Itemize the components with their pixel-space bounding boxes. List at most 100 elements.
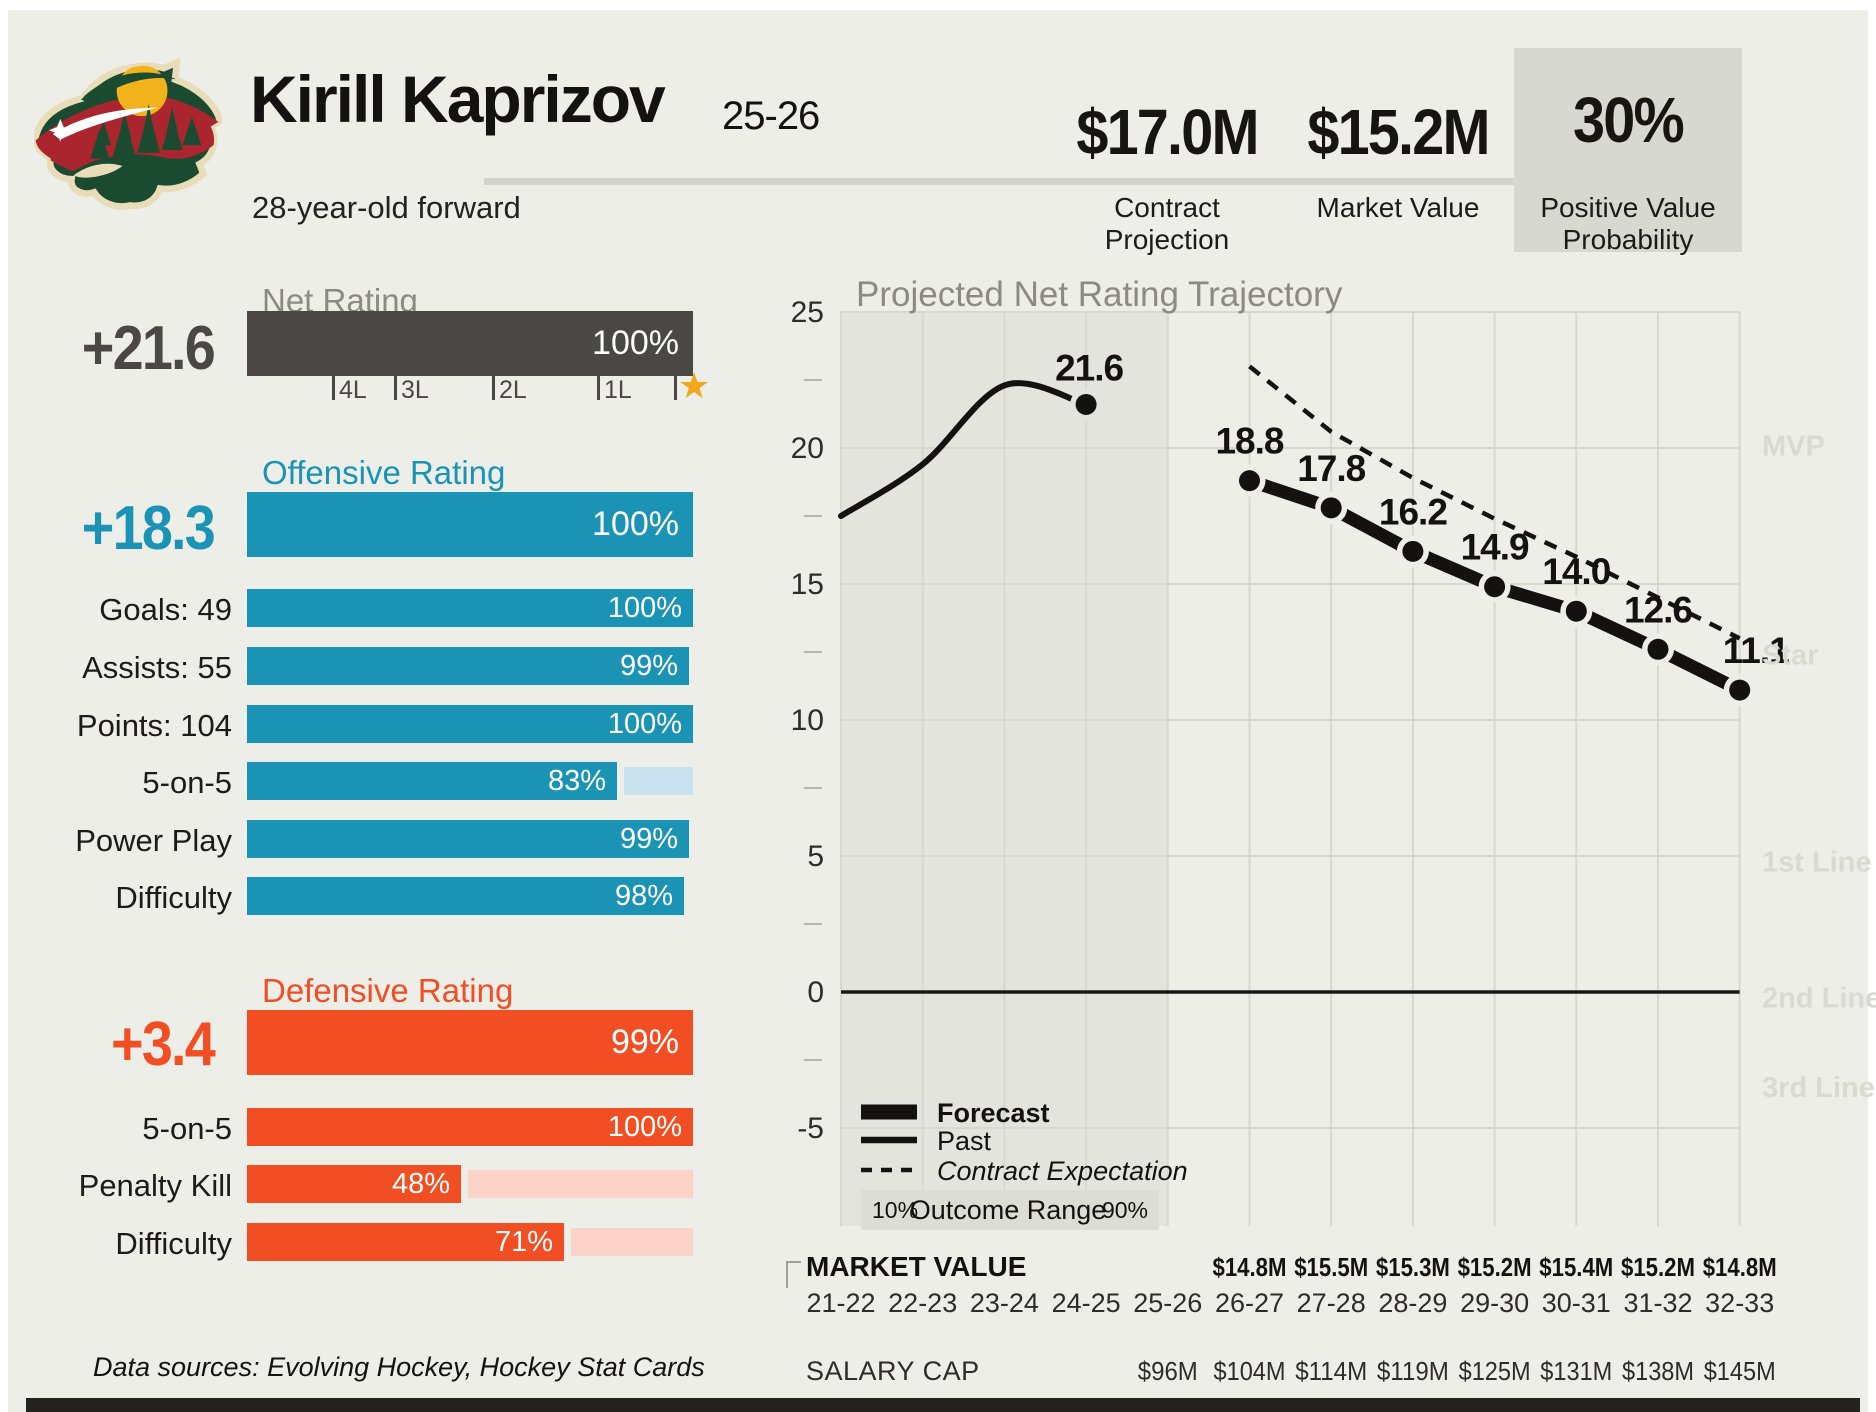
salary-cap-cell: $114M <box>1295 1356 1367 1386</box>
tier-label: 2nd Line <box>1762 982 1876 1014</box>
forecast-point <box>1647 638 1669 660</box>
market-value-value: $15.2M <box>1307 96 1490 168</box>
market-value-cell: $15.2M <box>1458 1252 1532 1282</box>
forecast-point <box>1729 679 1751 701</box>
salary-cap-cell: $119M <box>1377 1356 1449 1386</box>
stat-bar-fill: 100% <box>247 1108 693 1146</box>
tier-label: Star <box>1762 640 1818 672</box>
chart-title: Projected Net Rating Trajectory <box>856 275 1343 314</box>
season-label: 24-25 <box>1052 1288 1121 1318</box>
defensive-rating-percentile: 99% <box>610 1023 679 1061</box>
net-rating-percentile: 100% <box>592 324 679 362</box>
forecast-value-label: 12.6 <box>1624 589 1692 630</box>
positive-value-probability-label: Positive Value Probability <box>1514 192 1742 256</box>
tier-label: 3rd Line <box>1762 1072 1875 1104</box>
forecast-value-label: 14.9 <box>1461 527 1529 568</box>
salary-cap-cell: $96M <box>1138 1356 1198 1386</box>
past-value-label: 21.6 <box>1055 347 1123 388</box>
y-axis-tick-label: 15 <box>791 568 824 601</box>
salary-cap-cell: $145M <box>1704 1356 1776 1386</box>
contract-label-line2: Projection <box>1104 224 1230 255</box>
stat-bar-fill: 100% <box>247 705 693 743</box>
probability-label-line2: Probability <box>1562 224 1694 255</box>
stat-row: Assists: 55 99% <box>0 647 720 685</box>
header-divider <box>484 178 1514 185</box>
stat-bar-track <box>624 767 693 795</box>
forecast-value-label: 11.1 <box>1723 630 1789 671</box>
contract-label-line1: Contract <box>1114 192 1220 223</box>
contract-expectation-line <box>1248 364 1741 641</box>
stat-row: Difficulty 71% <box>0 1223 720 1261</box>
salary-cap-cell: $125M <box>1459 1356 1531 1386</box>
scale-tick-label: 1L <box>604 376 632 404</box>
y-axis-tick-label: 20 <box>791 432 824 465</box>
forecast-point <box>1565 600 1587 622</box>
season-label: 28-29 <box>1378 1288 1447 1318</box>
stat-bar-fill: 48% <box>247 1165 461 1203</box>
contract-projection-value: $17.0M <box>1076 96 1259 168</box>
defensive-rating-value: +3.4 <box>111 1010 216 1079</box>
stat-row: Power Play 99% <box>0 820 720 858</box>
season-label: 32-33 <box>1705 1288 1774 1318</box>
stat-row: Difficulty 98% <box>0 877 720 915</box>
forecast-value-label: 18.8 <box>1215 421 1283 462</box>
scale-tick <box>492 376 495 400</box>
stat-row: Points: 104 100% <box>0 705 720 743</box>
season-label: 21-22 <box>806 1288 875 1318</box>
stat-row: Goals: 49 100% <box>0 589 720 627</box>
player-subtitle: 28-year-old forward <box>252 190 521 225</box>
scale-tick-label: 2L <box>499 376 527 404</box>
salary-cap-row-label: SALARY CAP <box>806 1356 980 1386</box>
scale-tick <box>597 376 600 400</box>
forecast-point <box>1402 540 1424 562</box>
scale-tick <box>332 376 335 400</box>
season-label: 30-31 <box>1542 1288 1611 1318</box>
y-axis-tick-label: 10 <box>791 704 824 737</box>
offensive-rating-bar: 100% <box>247 492 693 557</box>
defensive-rating-bar: 99% <box>247 1010 693 1075</box>
forecast-value-label: 16.2 <box>1379 491 1447 532</box>
defensive-rating-title: Defensive Rating <box>262 972 514 1009</box>
stat-label: Assists: 55 <box>82 650 232 685</box>
forecast-value-label: 17.8 <box>1297 448 1365 489</box>
season-label: 25-26 <box>1133 1288 1202 1318</box>
season-label: 27-28 <box>1297 1288 1366 1318</box>
scale-tick-label: 4L <box>339 376 367 404</box>
stat-bar-track <box>468 1170 693 1198</box>
market-value-cell: $14.8M <box>1213 1252 1287 1282</box>
stat-bar-fill: 99% <box>247 820 689 858</box>
elite-star-icon: ★ <box>678 365 711 406</box>
season-label: 29-30 <box>1460 1288 1529 1318</box>
stat-label: Power Play <box>75 823 232 858</box>
market-value-cell: $15.5M <box>1294 1252 1368 1282</box>
stat-bar-fill: 71% <box>247 1223 564 1261</box>
legend-forecast-label: Forecast <box>937 1098 1050 1128</box>
team-logo <box>34 57 222 210</box>
season-label: 26-27 <box>1215 1288 1284 1318</box>
market-value-cell: $15.3M <box>1376 1252 1450 1282</box>
forecast-value-label: 14.0 <box>1542 551 1610 592</box>
offensive-rating-title: Offensive Rating <box>262 454 506 491</box>
offensive-rating-percentile: 100% <box>592 505 679 543</box>
net-rating-bar: 100% <box>247 311 693 376</box>
market-value-row-label: MARKET VALUE <box>806 1251 1026 1282</box>
legend-contract-label: Contract Expectation <box>937 1156 1188 1186</box>
stat-label: Difficulty <box>115 880 232 915</box>
market-value-label: Market Value <box>1316 192 1480 223</box>
market-value-cell: $15.2M <box>1621 1252 1695 1282</box>
y-axis-tick-label: 0 <box>807 976 824 1009</box>
scale-tick <box>674 376 677 400</box>
stat-row: 5-on-5 100% <box>0 1108 720 1146</box>
salary-cap-cell: $138M <box>1622 1356 1694 1386</box>
market-value-cell: $14.8M <box>1703 1252 1777 1282</box>
season-label: 23-24 <box>970 1288 1039 1318</box>
positive-value-probability-value: 30% <box>1573 84 1685 156</box>
legend-past-label: Past <box>937 1126 992 1156</box>
scale-tick-label: 3L <box>401 376 429 404</box>
y-axis-tick-label: -5 <box>797 1112 824 1145</box>
tier-label: 1st Line <box>1762 846 1872 878</box>
past-line <box>838 380 1090 519</box>
salary-cap-cell: $104M <box>1214 1356 1286 1386</box>
